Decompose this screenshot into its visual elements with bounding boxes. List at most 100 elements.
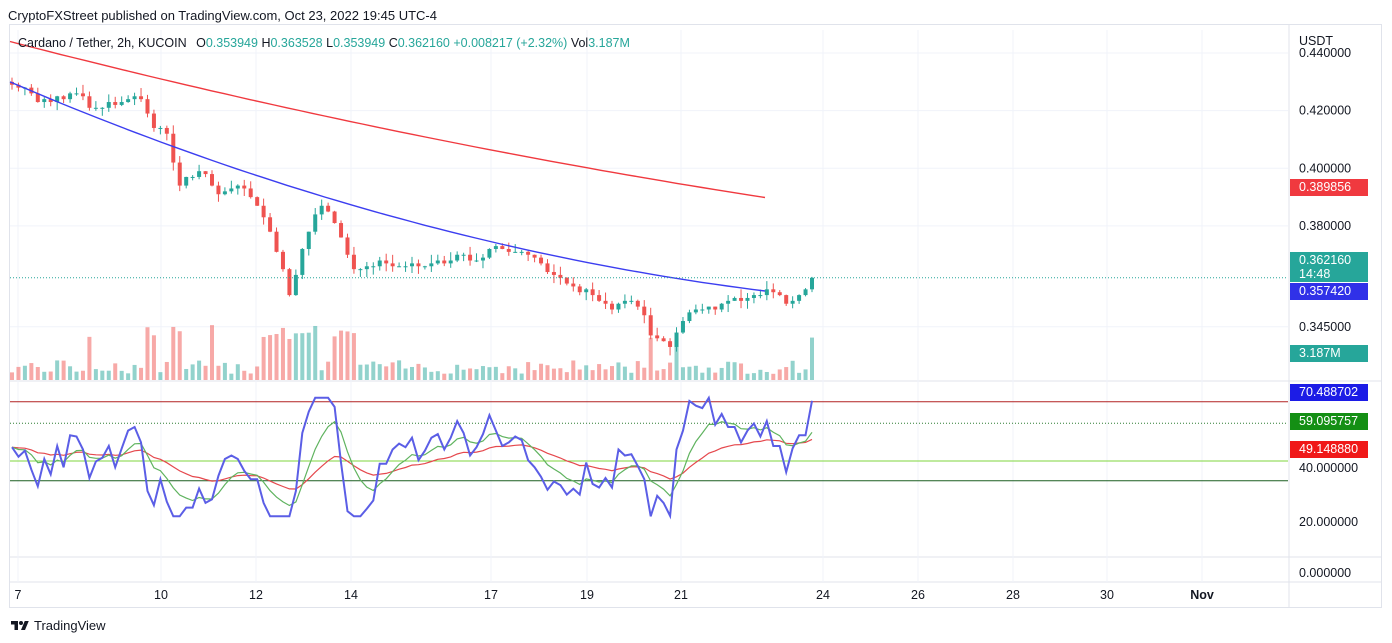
candle-body [706,306,711,310]
candle-body [726,300,731,304]
candle-body [687,312,692,322]
candle-body [758,295,763,297]
volume-bar [164,361,169,380]
volume-bar [719,367,724,380]
tradingview-brand[interactable]: TradingView [10,618,106,633]
last-price-tag: 0.362160 14:48 [1290,252,1368,282]
candle-body [551,272,556,275]
candle-body [616,303,621,310]
ma-fast-tag: 0.357420 [1290,283,1368,300]
volume-bar [539,363,544,380]
volume-bar [526,362,531,380]
volume-bar [100,370,105,380]
candle-body [603,300,608,304]
candle-body [713,306,718,310]
volume-bar [448,373,453,380]
volume-bar [371,361,376,380]
volume-bar [268,335,273,380]
volume-bar [422,367,427,380]
volume-bar [306,332,311,380]
volume-bar [797,372,802,380]
candle-body [293,274,298,296]
volume-bar [622,366,627,380]
candle-body [745,297,750,301]
candle-body [203,171,208,175]
volume-bar [158,372,163,380]
candle-body [764,289,769,296]
candle-body [661,338,666,342]
candle-body [35,93,40,103]
time-tick-label: 26 [911,588,925,602]
volume-bar [551,368,556,380]
volume-bar [732,362,737,380]
candle-body [461,254,466,256]
volume-bar [313,325,318,380]
candle-body [364,266,369,270]
volume-bar [364,364,369,380]
volume-bar [68,366,73,380]
candle-body [429,263,434,267]
candle-body [539,257,544,264]
candle-body [519,251,524,253]
volume-bar [397,360,402,380]
candle-body [132,96,137,100]
high-value: 0.363528 [270,36,323,50]
ma-slow-tag: 0.389856 [1290,179,1368,196]
volume-bar [545,365,550,380]
candle-body [74,93,79,95]
candle-body [545,263,550,273]
osc-tick-label: 40.000000 [1299,461,1358,475]
candle-body [797,295,802,301]
candle-body [810,277,814,290]
candle-body [622,300,627,304]
ohlc-legend: Cardano / Tether, 2h, KUCOIN O0.353949 H… [18,36,630,50]
candle-body [235,185,240,189]
volume-bar [480,366,485,380]
volume-bar [287,338,292,380]
volume-bar [377,364,382,380]
candle-body [629,300,634,302]
candle-body [790,300,795,304]
volume-bar [145,327,150,380]
candle-body [487,248,492,258]
volume-bar [106,370,111,380]
candle-body [590,289,595,296]
candle-body [42,99,47,103]
candle-body [184,176,189,186]
candle-body [403,266,408,268]
volume-bar [693,365,698,380]
candle-body [100,107,105,109]
volume-bar [564,372,569,380]
candle-body [455,254,460,261]
candle-body [648,315,653,336]
candle-body [435,260,440,264]
volume-bar [500,373,505,380]
price-tick-label: 0.345000 [1299,320,1351,334]
volume-bar [610,366,614,380]
candle-body [119,102,124,105]
volume-bar [435,371,440,380]
ma-slow-line [9,40,766,199]
volume-bar [616,362,621,380]
volume-bar [661,369,666,380]
candle-body [668,341,673,347]
volume-bar [803,369,808,380]
candle-body [319,205,324,215]
volume-bar [403,368,408,380]
candle-body [680,321,685,333]
volume-bar [261,336,266,380]
volume-bar [487,367,492,380]
volume-bar [139,367,144,380]
candle-body [48,99,53,103]
candle-body [345,237,350,255]
rsi-ma-green-line [11,420,813,507]
candle-body [197,171,202,177]
candle-body [358,269,363,271]
symbol-label: Cardano / Tether, 2h, KUCOIN [18,36,187,50]
volume-bar [16,366,21,380]
volume-bar [255,366,260,380]
change-value: +0.008217 (+2.32%) [453,36,568,50]
candle-body [693,309,698,313]
volume-bar [184,368,189,380]
